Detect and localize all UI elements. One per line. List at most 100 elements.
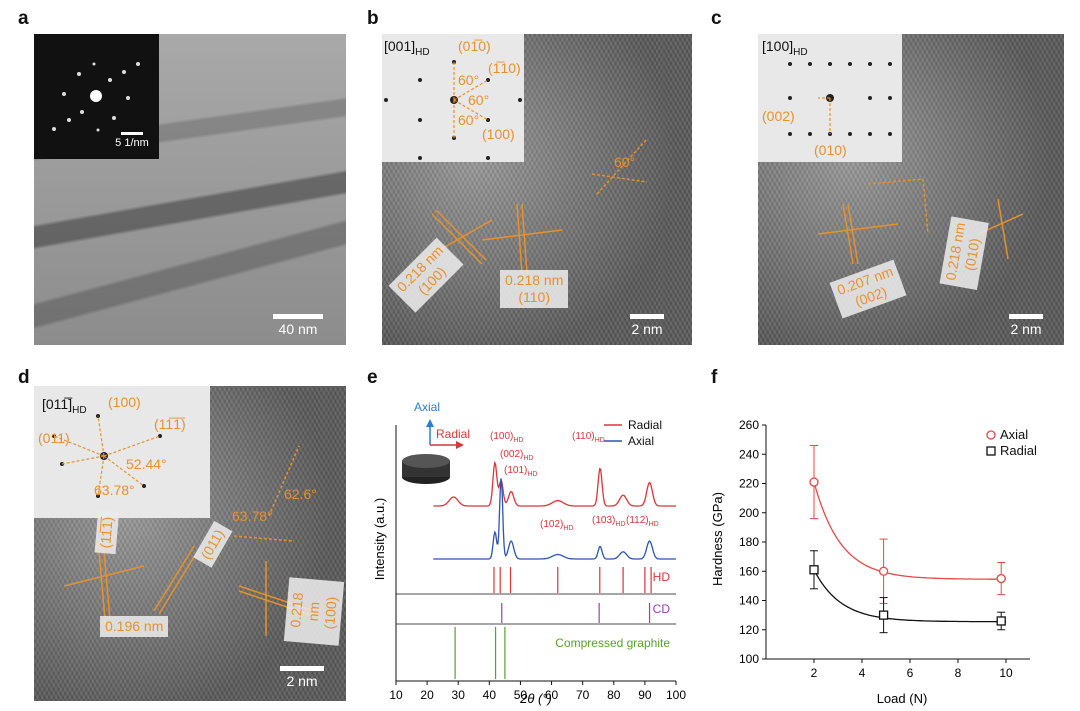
panel-label-b: b [367, 8, 379, 29]
diffraction-pattern-d [52, 414, 162, 498]
spot-label-d2: (011) [38, 430, 70, 446]
lattice-tag-b2: 0.218 nm (110) [500, 270, 569, 308]
diffraction-inset-d: [011̅]HD (100) (011) (11̅1̅) 52.44° 63.7… [34, 386, 210, 518]
scale-label-d: 2 nm [286, 673, 318, 689]
hardness-x-tick-label: 4 [859, 666, 866, 680]
lattice-annotations-c [817, 178, 1024, 265]
hardness-y-tick-label: 220 [739, 477, 759, 491]
axial-arrowhead [426, 419, 434, 427]
spot-label-d3: (11̅1̅) [154, 416, 186, 432]
hardness-x-tick-label: 2 [811, 666, 818, 680]
angle-label-d4: 62.6° [284, 486, 317, 502]
diffraction-inset-b: [001]HD (01̅0) (1̅10) (100) 60° 60° 60° [382, 34, 524, 162]
hardness-y-tick-label: 200 [739, 506, 759, 520]
angle-label-b2: 60° [468, 92, 490, 108]
xrd-x-tick-label: 90 [638, 688, 652, 702]
hardness-y-tick-label: 180 [739, 535, 759, 549]
saed-inset: 5 1/nm [34, 34, 159, 159]
angle-label-d1: 52.44° [126, 456, 167, 472]
hardness-chart: Hardness (GPa) Load (N) 100 120 140 160 180 2… [710, 418, 1037, 706]
xrd-x-tick-label: 70 [576, 688, 590, 702]
xrd-x-tick-label: 50 [514, 688, 528, 702]
xrd-x-axis-label: 2θ (°) [519, 691, 552, 706]
xrd-x-tick-label: 30 [452, 688, 466, 702]
lattice-annotations-d [63, 445, 315, 636]
hardness-point-axial [878, 566, 889, 576]
hardness-point-radial [996, 616, 1006, 626]
hardness-x-tick-label: 8 [955, 666, 962, 680]
hardness-legend-label: Radial [1000, 443, 1037, 458]
scale-bar-a: 40 nm [268, 314, 328, 337]
diffraction-pattern [52, 62, 140, 132]
panel-label-e: e [367, 367, 378, 388]
scale-label-a: 40 nm [278, 321, 318, 337]
hardness-y-tick-label: 260 [739, 418, 759, 432]
panel-c-hrtem-image: [100]HD (002) (010) 0.207 nm (002 [758, 34, 1064, 345]
hardness-y-tick-label: 240 [739, 447, 759, 461]
sample-icon-top [402, 454, 450, 468]
diffraction-inset-c: [100]HD (002) (010) [758, 34, 902, 162]
spot-label-d1: (100) [108, 394, 141, 410]
xrd-peak-label: (103)HD [592, 515, 625, 528]
axial-arrow-label: Axial [414, 400, 440, 414]
panel-label-c: c [711, 8, 722, 29]
zone-axis-d: [011̅]HD [42, 396, 87, 416]
hardness-fit-radial [813, 569, 1006, 623]
scale-label-b: 2 nm [631, 321, 663, 337]
hardness-y-tick-label: 160 [739, 564, 759, 578]
zone-axis-b: [001]HD [384, 38, 430, 58]
scale-bar-b: 2 nm [622, 314, 672, 337]
xrd-ref-label: Compressed graphite [555, 636, 670, 650]
spot-label-c2: (010) [814, 142, 847, 158]
hardness-legend-marker [986, 430, 996, 440]
diffraction-pattern-b [384, 60, 522, 160]
xrd-ref-label: CD [653, 602, 671, 616]
xrd-y-axis-label: Intensity (a.u.) [372, 498, 387, 580]
hardness-point-radial [809, 565, 819, 575]
spot-label-b2: (1̅10) [488, 60, 521, 76]
hardness-x-tick-label: 6 [907, 666, 914, 680]
panel-label-d: d [18, 367, 30, 388]
lattice-tag-d3: 0.196 nm [100, 616, 169, 637]
hardness-y-tick-label: 100 [739, 652, 759, 666]
hardness-point-axial [809, 477, 819, 487]
angle-label-b4: 60° [614, 154, 636, 170]
radial-arrowhead [456, 441, 464, 449]
xrd-peak-label: (101)HD [504, 465, 537, 478]
xrd-axial-line [433, 478, 676, 560]
angle-label-b1: 60° [458, 72, 480, 88]
angle-label-d3: 63.78° [232, 508, 273, 524]
hardness-y-tick-label: 140 [739, 594, 759, 608]
panel-b-hrtem-image: [001]HD (01̅0) (1̅10) (100) 60° 60° 60° [382, 34, 692, 345]
xrd-peak-label: (110)HD [572, 431, 605, 444]
xrd-peak-label: (112)HD [626, 515, 659, 528]
xrd-radial-line [433, 460, 676, 507]
diffraction-pattern-c [788, 62, 892, 136]
xrd-x-tick-label: 80 [607, 688, 621, 702]
xrd-peak-label: (100)HD [490, 431, 523, 444]
xrd-legend-label: Axial [628, 434, 654, 448]
hardness-legend-label: Axial [1000, 427, 1028, 442]
hardness-y-axis-label: Hardness (GPa) [710, 492, 725, 586]
hardness-x-axis-label: Load (N) [877, 691, 928, 706]
xrd-peak-label: (002)HD [500, 449, 533, 462]
hardness-legend-marker [986, 446, 996, 456]
xrd-x-tick-label: 100 [666, 688, 686, 702]
lattice-tag-d1: (11̅1̅) [94, 510, 120, 555]
xrd-x-tick-label: 20 [420, 688, 434, 702]
spot-label-b3: (100) [482, 126, 515, 142]
spot-label-b1: (01̅0) [458, 38, 491, 54]
hardness-fit-axial [813, 481, 1006, 580]
zone-axis-c: [100]HD [762, 38, 808, 58]
panel-label-f: f [711, 367, 718, 388]
panel-label-a: a [18, 8, 29, 29]
scale-label-c: 2 nm [1010, 321, 1042, 337]
angle-label-d2: 63.78° [94, 482, 135, 498]
saed-scale-bar: 5 1/nm [112, 132, 152, 149]
lattice-tag-d4: 0.218 nm (100) [283, 577, 345, 646]
radial-arrow-label: Radial [436, 427, 470, 441]
panel-a-tem-image: 5 1/nm 40 nm [34, 34, 346, 345]
hardness-point-radial [878, 610, 889, 620]
hardness-x-tick-label: 10 [999, 666, 1013, 680]
xrd-x-tick-label: 10 [389, 688, 403, 702]
